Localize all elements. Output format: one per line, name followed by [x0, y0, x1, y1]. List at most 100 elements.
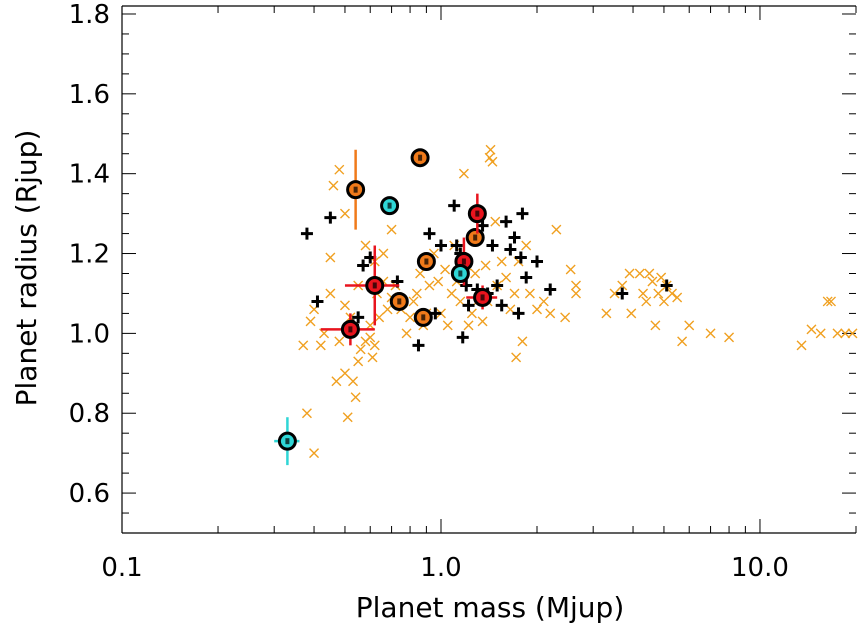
plus-marker — [324, 211, 337, 224]
x-marker — [677, 336, 688, 347]
x-marker — [545, 308, 556, 319]
plus-marker — [500, 215, 513, 228]
plus-marker — [660, 279, 673, 292]
x-tick-label: 0.1 — [101, 553, 142, 583]
x-marker — [796, 340, 807, 351]
x-marker — [411, 288, 422, 299]
x-marker — [617, 280, 628, 291]
x-marker — [847, 328, 858, 339]
plus-marker — [514, 251, 527, 264]
x-marker — [521, 240, 532, 251]
x-marker — [485, 144, 496, 155]
x-marker — [532, 304, 543, 315]
x-marker — [551, 224, 562, 235]
x-marker — [490, 216, 501, 227]
x-marker — [386, 224, 397, 235]
plus-marker — [512, 307, 525, 320]
x-marker — [815, 328, 826, 339]
circle-marker-label — [424, 258, 429, 265]
x-marker — [684, 320, 695, 331]
y-tick-label: 0.6 — [69, 479, 110, 509]
x-marker — [305, 316, 316, 327]
circle-marker-label — [480, 294, 485, 301]
circle-marker-label — [387, 202, 392, 209]
x-marker — [501, 272, 512, 283]
x-marker — [538, 296, 549, 307]
x-marker — [331, 376, 342, 387]
x-marker — [433, 276, 444, 287]
plus-marker — [616, 287, 629, 300]
x-marker — [560, 312, 571, 323]
x-marker — [458, 168, 469, 179]
series-cross — [298, 144, 858, 459]
x-marker — [477, 316, 488, 327]
circle-marker-label — [461, 258, 466, 265]
x-marker — [446, 288, 457, 299]
x-marker — [301, 408, 312, 419]
x-marker — [601, 308, 612, 319]
x-marker — [367, 352, 378, 363]
plus-marker — [460, 279, 473, 292]
x-marker — [348, 376, 359, 387]
x-marker — [339, 300, 350, 311]
x-marker — [382, 304, 393, 315]
y-tick-label: 1.0 — [69, 319, 110, 349]
x-marker — [309, 448, 320, 459]
x-marker — [440, 264, 451, 275]
x-marker — [641, 296, 652, 307]
plus-marker — [508, 231, 521, 244]
x-marker — [658, 296, 669, 307]
plus-marker — [504, 243, 517, 256]
x-axis-label: Planet mass (Mjup) — [356, 591, 625, 624]
plus-marker — [352, 311, 365, 324]
x-marker — [487, 156, 498, 167]
circle-marker-label — [285, 438, 290, 445]
x-marker — [496, 256, 507, 267]
x-marker — [624, 268, 635, 279]
x-marker — [374, 312, 385, 323]
x-marker — [325, 288, 336, 299]
x-marker — [360, 240, 371, 251]
x-marker — [644, 268, 655, 279]
x-marker — [656, 272, 667, 283]
x-marker — [415, 268, 426, 279]
x-marker — [647, 276, 658, 287]
x-marker — [463, 320, 474, 331]
x-marker — [634, 268, 645, 279]
axis-ticks: 0.6 0.8 1.0 1.2 1.4 1.6 1.8 0.1 1.0 10.0 — [69, 0, 857, 583]
plus-marker — [486, 239, 499, 252]
x-marker — [365, 332, 376, 343]
x-marker — [405, 312, 416, 323]
circle-marker-label — [473, 234, 478, 241]
x-marker — [369, 340, 380, 351]
x-marker — [571, 280, 581, 291]
x-marker — [328, 180, 339, 191]
x-marker — [480, 260, 491, 271]
series-circle — [274, 196, 470, 466]
x-marker — [840, 328, 851, 339]
x-marker — [511, 352, 522, 363]
x-marker — [350, 392, 361, 403]
plus-marker — [544, 283, 557, 296]
x-marker — [626, 308, 637, 319]
y-axis-label: Planet radius (Rjup) — [10, 130, 43, 407]
x-marker — [638, 288, 649, 299]
x-marker — [650, 320, 661, 331]
x-marker — [378, 248, 389, 259]
x-tick-label: 10.0 — [731, 553, 789, 583]
x-marker — [342, 412, 353, 423]
x-marker — [826, 296, 837, 307]
x-marker — [609, 288, 620, 299]
x-marker — [353, 356, 364, 367]
x-marker — [334, 164, 345, 175]
plus-marker — [448, 199, 461, 212]
plus-marker — [450, 239, 463, 252]
circle-marker-label — [353, 186, 358, 193]
x-marker — [509, 288, 520, 299]
x-marker — [298, 340, 309, 351]
x-marker — [724, 332, 735, 343]
x-marker — [470, 268, 481, 279]
plus-marker — [357, 259, 370, 272]
x-marker — [524, 288, 535, 299]
plus-marker — [434, 239, 447, 252]
